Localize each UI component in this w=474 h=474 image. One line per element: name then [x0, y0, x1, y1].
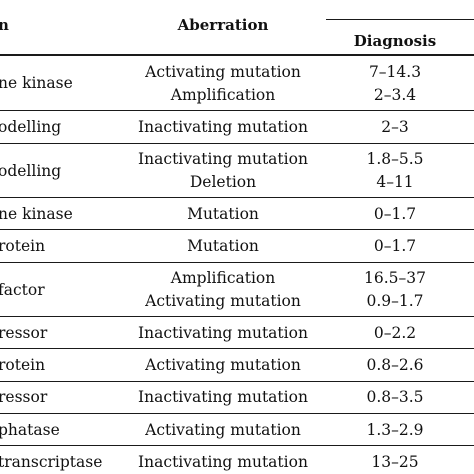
row-diagnosis: 2–3.4 — [373, 86, 417, 104]
row-diagnosis: 1.8–5.5 — [366, 150, 424, 168]
row-function: rotein — [0, 237, 46, 255]
row-diagnosis: 13–25 — [371, 453, 419, 471]
header-function: n — [0, 16, 9, 34]
row-function: ne kinase — [0, 74, 73, 92]
row-divider — [0, 413, 474, 414]
row-diagnosis: 1.3–2.9 — [366, 421, 424, 439]
row-divider — [0, 262, 474, 263]
row-function: ressor — [0, 388, 48, 406]
row-aberration: Activating mutation — [145, 356, 301, 374]
row-divider — [0, 348, 474, 349]
row-divider — [0, 445, 474, 446]
row-diagnosis: 2–3 — [381, 118, 409, 136]
row-function: odelling — [0, 118, 62, 136]
row-aberration: Inactivating mutation — [138, 388, 308, 406]
row-aberration: Inactivating mutation — [138, 150, 308, 168]
row-aberration: Amplification — [170, 269, 276, 287]
row-diagnosis: 0–1.7 — [373, 205, 417, 223]
header-diagnosis: Diagnosis — [353, 32, 437, 50]
header-aberration: Aberration — [177, 16, 269, 34]
row-divider — [0, 381, 474, 382]
row-aberration: Activating mutation — [145, 421, 301, 439]
header-bottom-rule — [0, 54, 474, 56]
row-function: rotein — [0, 356, 46, 374]
row-diagnosis: 0.8–3.5 — [366, 388, 424, 406]
row-function: factor — [0, 281, 45, 299]
row-aberration: Mutation — [187, 237, 259, 255]
row-aberration: Deletion — [189, 173, 257, 191]
row-function: phatase — [0, 421, 60, 439]
row-divider — [0, 143, 474, 144]
row-aberration: Inactivating mutation — [138, 453, 308, 471]
row-aberration: Activating mutation — [145, 63, 301, 81]
row-diagnosis: 0–2.2 — [373, 324, 417, 342]
row-diagnosis: 7–14.3 — [368, 63, 422, 81]
row-aberration: Amplification — [170, 86, 276, 104]
row-divider — [0, 110, 474, 111]
row-diagnosis: 0.9–1.7 — [366, 292, 424, 310]
header-group-rule — [326, 19, 474, 20]
row-function: transcriptase — [0, 453, 103, 471]
row-aberration: Activating mutation — [145, 292, 301, 310]
row-divider — [0, 229, 474, 230]
row-function: ne kinase — [0, 205, 73, 223]
row-diagnosis: 0.8–2.6 — [366, 356, 424, 374]
row-aberration: Mutation — [187, 205, 259, 223]
row-diagnosis: 16.5–37 — [364, 269, 426, 287]
row-aberration: Inactivating mutation — [138, 324, 308, 342]
row-divider — [0, 197, 474, 198]
row-function: ressor — [0, 324, 48, 342]
row-divider — [0, 316, 474, 317]
row-function: odelling — [0, 162, 62, 180]
row-diagnosis: 4–11 — [376, 173, 414, 191]
row-diagnosis: 0–1.7 — [373, 237, 417, 255]
row-aberration: Inactivating mutation — [138, 118, 308, 136]
